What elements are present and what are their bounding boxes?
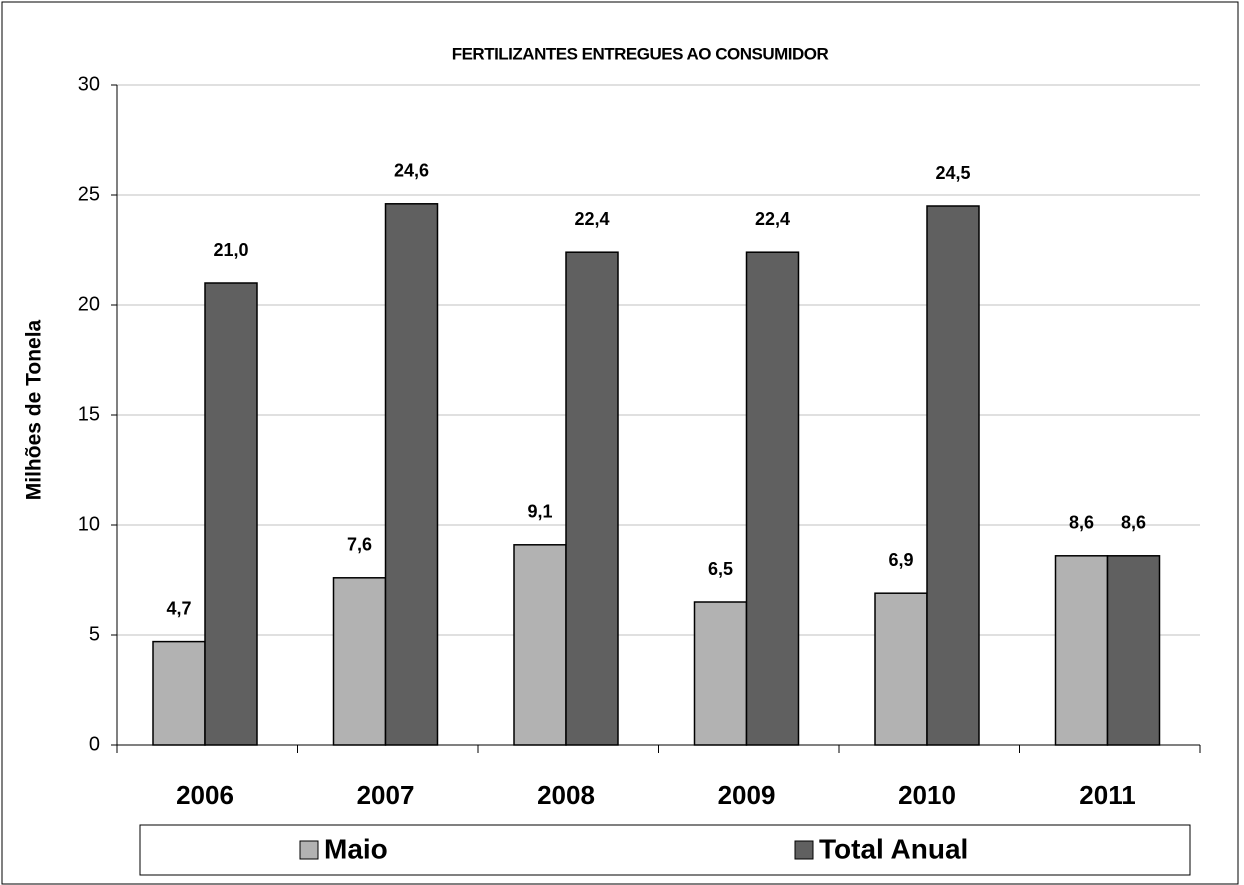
data-label: 22,4 <box>574 209 609 229</box>
legend-box <box>139 824 1191 876</box>
x-tick-label: 2011 <box>1079 780 1135 810</box>
bar <box>513 544 567 746</box>
bar <box>1106 555 1161 746</box>
legend-label: Total Anual <box>819 833 968 864</box>
data-label: 21,0 <box>213 240 248 260</box>
x-tick-label: 2008 <box>537 780 595 810</box>
data-label: 22,4 <box>755 209 790 229</box>
data-label: 24,6 <box>394 161 429 181</box>
x-tick-label: 2010 <box>898 780 956 810</box>
data-label: 8,6 <box>1121 513 1146 533</box>
y-axis-label: Milhões de Tonela <box>23 319 46 500</box>
y-tick-label: 15 <box>78 403 100 425</box>
bar <box>565 251 619 746</box>
bar <box>384 203 439 746</box>
y-tick-label: 25 <box>78 183 100 205</box>
y-tick-label: 30 <box>78 73 100 95</box>
bar <box>693 601 748 746</box>
legend-swatch <box>794 840 814 860</box>
data-label: 6,9 <box>888 550 913 570</box>
y-tick-label: 20 <box>78 293 100 315</box>
data-label: 9,1 <box>527 502 552 522</box>
bar <box>332 577 387 746</box>
bar <box>745 251 800 746</box>
legend-swatch <box>299 840 319 860</box>
x-tick-label: 2007 <box>357 780 415 810</box>
data-label: 6,5 <box>708 559 733 579</box>
data-label: 4,7 <box>166 598 191 618</box>
x-tick-label: 2009 <box>718 780 776 810</box>
data-label: 24,5 <box>935 163 970 183</box>
data-label: 7,6 <box>347 535 372 555</box>
chart-title: FERTILIZANTES ENTREGUES AO CONSUMIDOR <box>452 44 829 63</box>
bar <box>1054 555 1109 746</box>
y-tick-label: 10 <box>78 513 100 535</box>
legend-label: Maio <box>324 833 388 864</box>
bar <box>152 640 206 746</box>
x-tick-label: 2006 <box>176 780 234 810</box>
y-tick-label: 5 <box>89 623 100 645</box>
data-label: 8,6 <box>1069 513 1094 533</box>
y-tick-label: 0 <box>89 733 100 755</box>
bar <box>874 592 928 746</box>
bar <box>204 282 258 746</box>
bar <box>926 205 980 746</box>
